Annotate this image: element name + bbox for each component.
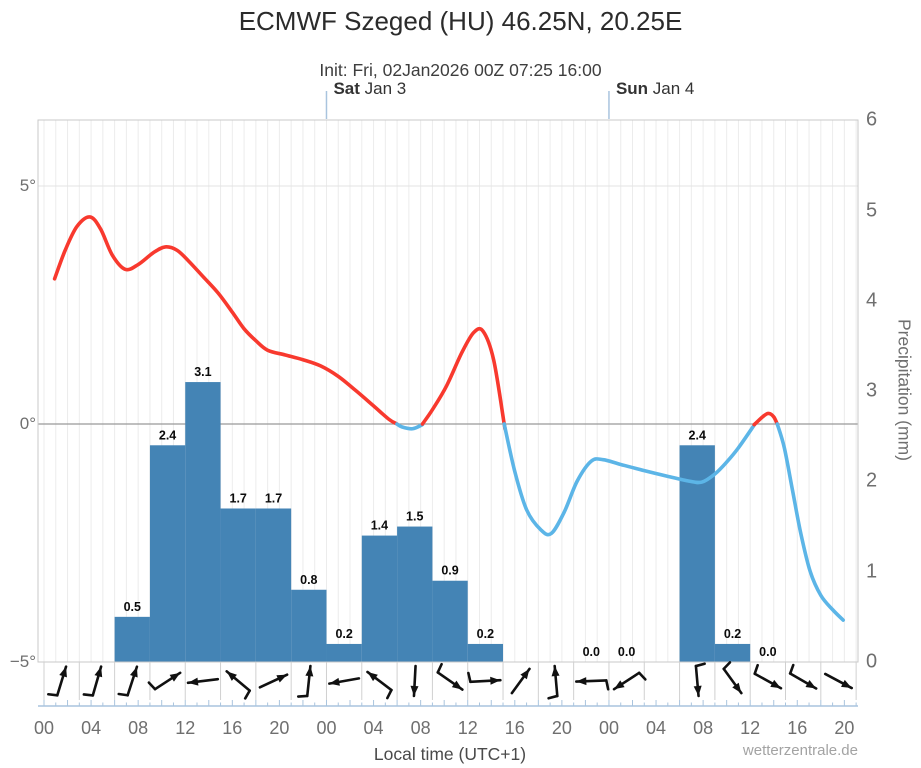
wind-arrow-icon xyxy=(510,667,531,695)
time-tick-label: 12 xyxy=(175,718,196,738)
day-marker-ticks xyxy=(325,91,610,119)
time-tick-label: 00 xyxy=(598,718,619,738)
day-name: Sun xyxy=(615,79,649,98)
wind-arrow-icon xyxy=(258,673,289,689)
time-tick-label: 04 xyxy=(646,718,667,738)
time-tick-label: 12 xyxy=(457,718,478,738)
bar-value-label: 2.4 xyxy=(689,428,706,442)
time-tick-label: 16 xyxy=(787,718,808,738)
bar-value-label: 0.0 xyxy=(583,645,600,659)
wind-arrow-icon xyxy=(47,665,68,697)
time-tick-label: 00 xyxy=(33,718,55,738)
wind-arrow-icon xyxy=(612,671,647,691)
wind-arrow-icon xyxy=(186,677,220,686)
x-axis-title: Local time (UTC+1) xyxy=(373,744,527,764)
time-tick-label: 08 xyxy=(693,718,714,738)
time-tick-label: 20 xyxy=(551,718,572,738)
bar-value-label: 2.4 xyxy=(159,428,176,442)
temp-curve-below-zero xyxy=(395,422,425,431)
bar-value-label: 1.5 xyxy=(406,510,423,524)
temp-curve-above-zero xyxy=(52,215,399,426)
wind-arrow-icon xyxy=(575,677,610,691)
bar-value-label: 0.9 xyxy=(441,564,458,578)
wind-arrow-icon xyxy=(147,671,182,691)
precipitation-axis-title: Precipitation (mm) xyxy=(894,319,915,461)
bar-value-label: 0.0 xyxy=(618,645,635,659)
temp-axis-label: 5° xyxy=(19,176,36,195)
wind-arrow-icon xyxy=(117,665,139,697)
day-date: Jan 3 xyxy=(359,79,407,98)
watermark: wetterzentrale.de xyxy=(742,742,858,759)
wind-arrow-icon xyxy=(296,664,314,698)
wind-arrow-icon xyxy=(753,663,783,690)
time-tick-label: 20 xyxy=(269,718,290,738)
temp-axis-label: 0° xyxy=(19,414,36,433)
time-tick-label: 16 xyxy=(504,718,525,738)
precip-axis-label: 5 xyxy=(866,199,878,221)
init-time-line: Init: Fri, 02Jan2026 00Z 07:25 16:00 xyxy=(319,60,602,80)
day-name: Sat xyxy=(333,79,360,98)
plot-frame xyxy=(37,119,859,663)
time-tick-label: 16 xyxy=(222,718,243,738)
temperature-curve xyxy=(52,215,845,622)
day-date: Jan 4 xyxy=(648,79,695,98)
bar-value-label: 0.2 xyxy=(724,627,741,641)
wind-arrow-icon xyxy=(467,671,502,685)
temp-curve-below-zero xyxy=(502,422,757,537)
precipitation-bar-labels: 0.5 2.4 3.1 1.7 1.7 0.8 0.2 1.4 1.5 0.9 0.2 0.0 0.0 2… xyxy=(124,365,777,659)
precip-axis-label: 1 xyxy=(866,560,878,583)
bar-value-label: 0.5 xyxy=(124,600,141,614)
time-tick-label: 08 xyxy=(128,718,149,738)
temp-curve-below-zero xyxy=(775,422,845,622)
wind-arrow-icon xyxy=(410,664,419,698)
time-tick-label: 20 xyxy=(834,718,855,738)
precip-axis-label: 4 xyxy=(866,289,878,312)
wind-arrow-strip xyxy=(43,661,857,700)
wind-arrow-icon xyxy=(722,661,743,695)
precip-axis-label: 6 xyxy=(866,108,878,131)
bar-value-label: 0.2 xyxy=(335,627,352,641)
time-tick-label: 08 xyxy=(410,718,431,738)
time-tick-label: 04 xyxy=(363,718,384,738)
wind-arrow-icon xyxy=(693,662,706,698)
time-tick-label: 00 xyxy=(316,718,337,738)
wind-arrow-icon xyxy=(366,670,393,700)
wind-arrow-icon xyxy=(225,670,251,700)
bar-value-label: 0.0 xyxy=(759,645,776,659)
precip-axis-label: 0 xyxy=(866,650,878,673)
temp-curve-above-zero xyxy=(420,326,507,431)
bar-value-label: 1.7 xyxy=(230,491,247,505)
chart-title: ECMWF Szeged (HU) 46.25N, 20.25E xyxy=(238,6,683,36)
precipitation-bars xyxy=(114,382,751,662)
bar-value-label: 1.4 xyxy=(371,519,388,533)
time-tick-label: 12 xyxy=(740,718,761,738)
day-marker-label: Sun Jan 4 xyxy=(616,79,694,99)
wind-arrow-icon xyxy=(82,665,103,697)
temp-axis-label: −5° xyxy=(9,652,36,671)
time-axis-line xyxy=(38,700,858,707)
wind-arrow-icon xyxy=(328,677,361,686)
day-marker-label: Sat Jan 3 xyxy=(333,79,406,99)
wind-arrow-icon xyxy=(547,664,560,700)
wind-arrow-icon xyxy=(788,663,818,690)
precip-axis-label: 2 xyxy=(866,469,878,492)
time-tick-label: 04 xyxy=(81,718,102,738)
bar-value-label: 3.1 xyxy=(194,365,211,379)
wind-arrow-icon xyxy=(823,672,854,690)
wind-arrow-icon xyxy=(436,662,464,691)
bar-value-label: 1.7 xyxy=(265,491,282,505)
bar-value-label: 0.8 xyxy=(300,573,317,587)
precip-axis-label: 3 xyxy=(866,379,878,402)
bar-value-label: 0.2 xyxy=(477,627,494,641)
